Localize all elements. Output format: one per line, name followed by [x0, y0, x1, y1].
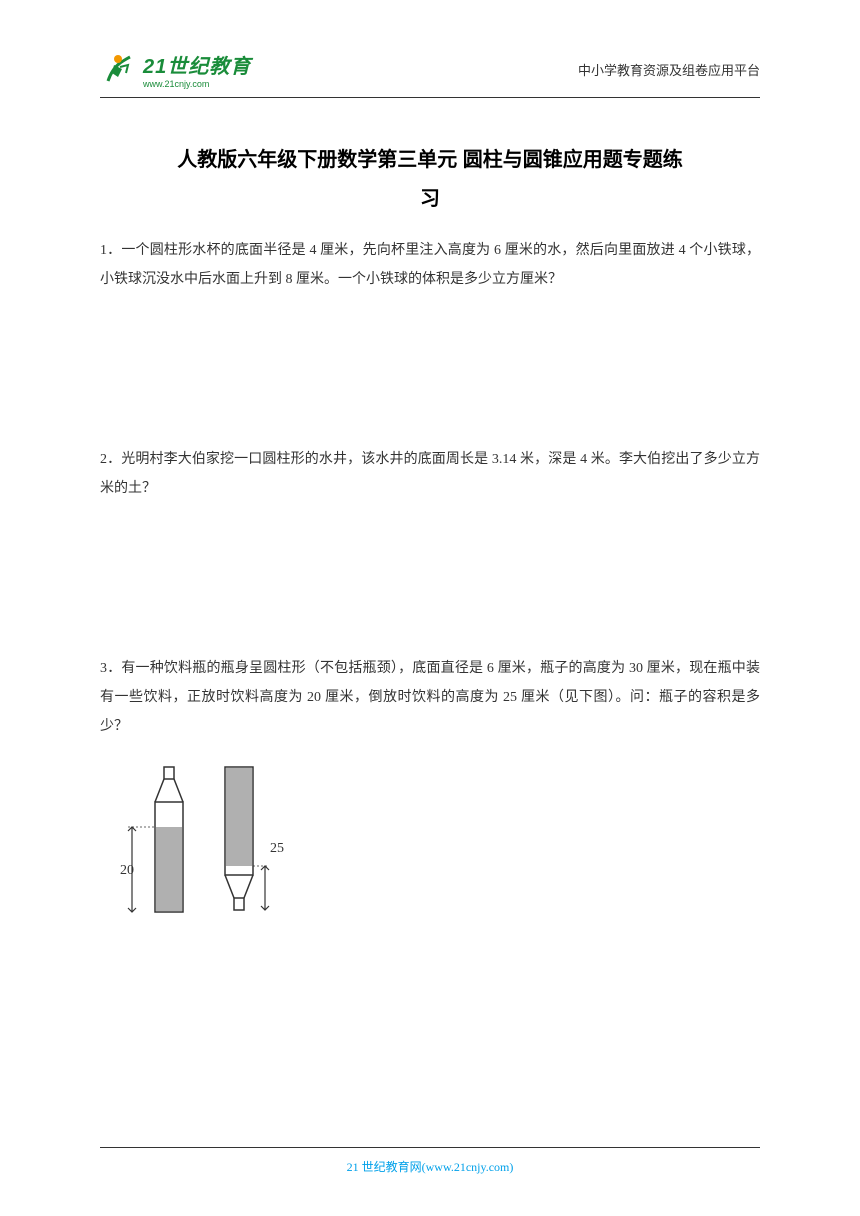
page-container: 21世纪教育 www.21cnjy.com 中小学教育资源及组卷应用平台 人教版…: [0, 0, 860, 1216]
footer-text: 21 世纪教育网(www.21cnjy.com): [347, 1160, 514, 1174]
bottles-diagram: 20 25: [120, 762, 760, 917]
bottle-left-group: 20: [120, 762, 195, 917]
footer: 21 世纪教育网(www.21cnjy.com): [100, 1147, 760, 1176]
bottle-right-label: 25: [270, 841, 284, 856]
problem-2: 2．光明村李大伯家挖一口圆柱形的水井，该水井的底面周长是 3.14 米，深是 4…: [100, 445, 760, 504]
bottle-left-label: 20: [120, 863, 134, 878]
logo-text-area: 21世纪教育 www.21cnjy.com: [143, 50, 251, 89]
bottle-left-svg: 20: [120, 762, 195, 917]
bottle-right-group: 25: [215, 762, 290, 917]
problem-1: 1．一个圆柱形水杯的底面半径是 4 厘米，先向杯里注入高度为 6 厘米的水，然后…: [100, 236, 760, 295]
problem-3: 3．有一种饮料瓶的瓶身呈圆柱形（不包括瓶颈），底面直径是 6 厘米，瓶子的高度为…: [100, 654, 760, 742]
logo-sub-text: www.21cnjy.com: [143, 79, 251, 89]
document-title-line2: 习: [100, 182, 760, 211]
document-title-line1: 人教版六年级下册数学第三单元 圆柱与圆锥应用题专题练: [100, 143, 760, 172]
logo-area: 21世纪教育 www.21cnjy.com: [100, 50, 251, 89]
bottle-right-svg: 25: [215, 762, 290, 917]
header: 21世纪教育 www.21cnjy.com 中小学教育资源及组卷应用平台: [100, 50, 760, 98]
header-right-text: 中小学教育资源及组卷应用平台: [578, 60, 760, 79]
logo-main-text: 21世纪教育: [143, 50, 251, 79]
logo-icon: [100, 51, 138, 89]
